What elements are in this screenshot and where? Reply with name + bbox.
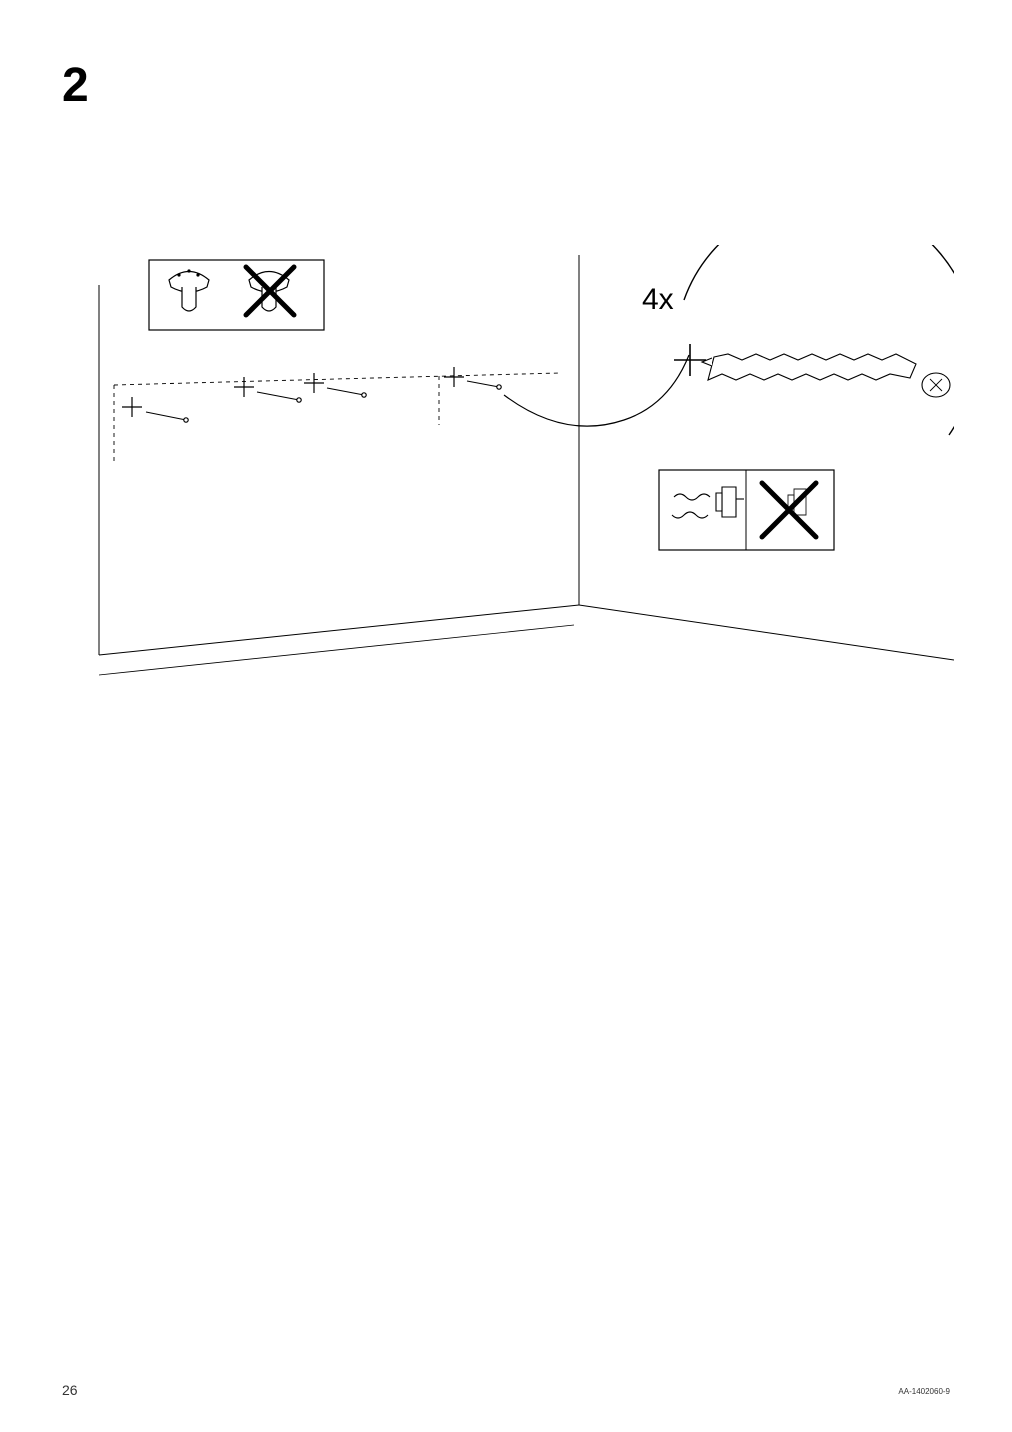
detail-circle [674,245,954,435]
screw-positions [122,367,501,422]
guide-line [114,373,559,385]
screw-pos-1 [122,397,188,422]
callout-leader [504,355,689,426]
assembly-diagram [94,245,954,725]
instruction-page: 2 [0,0,1012,1432]
page-number: 26 [62,1382,78,1398]
diagram-area: 4x [94,245,954,725]
detail-screw-icon [702,354,950,397]
floor-line-left-2 [99,625,574,675]
screw-pos-3 [304,373,366,397]
detail-cross-mark [674,344,706,376]
warning-inset-bottom [659,470,834,550]
warning-inset-top [149,260,324,330]
document-id: AA-1402060-9 [898,1387,950,1396]
step-number: 2 [62,58,89,113]
screw-pos-4 [444,367,501,389]
floor-line-right [579,605,954,660]
quantity-label: 4x [642,283,674,317]
floor-line-left [99,605,579,655]
